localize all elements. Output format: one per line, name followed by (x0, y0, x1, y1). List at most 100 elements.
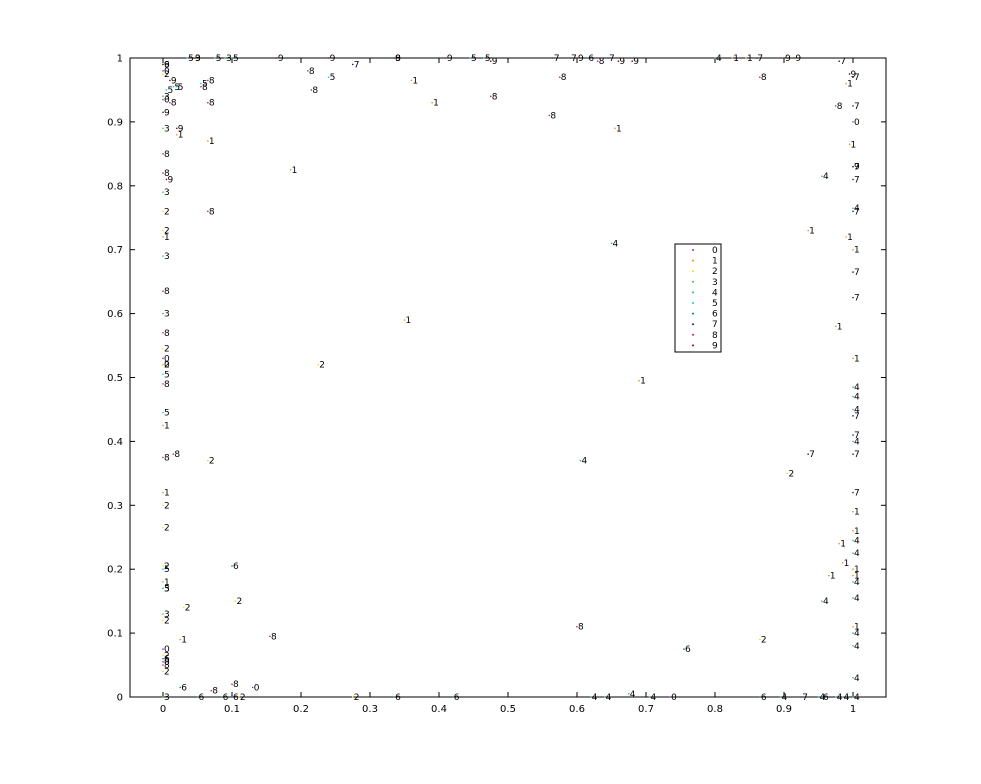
data-point-7 (852, 76, 854, 78)
data-point-label-6: 6 (233, 562, 239, 572)
data-point-5 (162, 587, 164, 590)
data-point-1 (807, 229, 809, 232)
data-point-4 (834, 696, 837, 698)
data-point-label-3: 3 (195, 54, 201, 64)
data-point-label-6: 6 (823, 693, 829, 703)
data-point-1 (834, 325, 837, 328)
data-point-label-0: 0 (164, 658, 170, 668)
data-point-label-5: 5 (330, 73, 336, 83)
data-point-label-8: 8 (164, 380, 170, 390)
data-point-label-8: 8 (209, 207, 215, 217)
data-point-label-8: 8 (271, 632, 277, 642)
data-point-label-4: 4 (630, 690, 636, 700)
data-point-label-4: 4 (844, 693, 850, 703)
data-point-label-4: 4 (854, 693, 860, 703)
data-point-9 (162, 111, 164, 114)
legend-marker-0 (692, 249, 694, 251)
legend-marker-2 (692, 270, 694, 273)
data-point-6 (231, 696, 233, 698)
data-point-label-9: 9 (167, 175, 173, 185)
data-point-label-9: 9 (178, 124, 184, 134)
data-point-label-8: 8 (209, 99, 215, 109)
data-point-label-8: 8 (164, 287, 170, 297)
data-point-label-1: 1 (164, 489, 170, 499)
data-point-2 (162, 73, 164, 75)
data-point-label-8: 8 (492, 92, 498, 102)
data-point-6 (452, 696, 454, 698)
data-point-label-0: 0 (164, 354, 170, 364)
data-point-label-6: 6 (761, 693, 767, 703)
data-point-label-9: 9 (330, 54, 336, 64)
x-tick-label: 1 (850, 704, 856, 715)
data-point-label-4: 4 (854, 578, 860, 588)
data-point-label-4: 4 (854, 536, 860, 546)
data-point-8 (207, 101, 209, 104)
data-point-8 (207, 79, 209, 82)
legend-box (674, 243, 722, 353)
y-tick-label: 0.6 (107, 309, 123, 320)
data-point-label-0: 0 (164, 645, 170, 655)
data-point-2 (234, 600, 237, 602)
data-point-1 (179, 638, 182, 641)
data-point-label-6: 6 (164, 60, 170, 70)
data-point-7 (852, 296, 854, 299)
data-point-4 (852, 645, 854, 647)
data-point-label-5: 5 (471, 54, 477, 64)
data-point-label-8: 8 (761, 73, 767, 83)
data-point-4 (852, 597, 854, 599)
data-point-label-4: 4 (854, 405, 860, 415)
data-point-label-5: 5 (164, 565, 170, 575)
data-point-label-1: 1 (847, 80, 853, 90)
data-point-6 (196, 696, 199, 698)
data-point-0 (852, 121, 854, 123)
data-point-label-4: 4 (606, 693, 612, 703)
data-point-9 (852, 165, 854, 168)
data-point-label-6: 6 (199, 693, 205, 703)
data-point-7 (807, 453, 809, 455)
x-axis: 0 0.1 0.2 0.3 0.4 0.5 0.6 0.7 0.8 0.9 1 (160, 58, 856, 715)
data-point-1 (289, 169, 292, 171)
data-point-label-7: 7 (854, 73, 860, 83)
data-point-7 (838, 60, 840, 62)
data-point-label-8: 8 (395, 54, 401, 64)
data-point-4 (779, 696, 782, 698)
data-point-7 (607, 57, 609, 59)
data-point-2 (351, 696, 354, 698)
data-point-label-9: 9 (164, 108, 170, 118)
data-point-1 (162, 236, 164, 238)
data-point-1 (207, 140, 209, 142)
x-tick-label: 0.8 (707, 704, 723, 715)
data-point-label-1: 1 (854, 527, 860, 537)
data-point-2 (786, 472, 789, 475)
legend-label: 7 (712, 320, 718, 330)
data-point-9 (445, 57, 447, 59)
data-point-8 (596, 60, 599, 62)
data-point-label-5: 5 (188, 54, 194, 64)
data-point-label-7: 7 (854, 175, 860, 185)
data-point-6 (220, 696, 223, 698)
data-point-label-7: 7 (809, 450, 815, 460)
legend-label: 5 (712, 299, 718, 309)
data-point-4 (590, 696, 592, 698)
data-point-label-1: 1 (854, 565, 860, 575)
data-point-label-0: 0 (164, 96, 170, 106)
data-point-label-1: 1 (433, 99, 439, 109)
y-tick-label: 0.1 (107, 629, 123, 640)
data-point-5 (162, 411, 164, 414)
data-point-label-6: 6 (588, 54, 594, 64)
data-point-label-7: 7 (554, 54, 560, 64)
data-point-5 (172, 85, 175, 88)
data-point-label-4: 4 (854, 437, 860, 447)
data-point-label-2: 2 (164, 207, 170, 217)
data-point-1 (852, 530, 854, 532)
data-point-7 (351, 63, 354, 66)
data-point-label-1: 1 (164, 233, 170, 243)
data-point-1 (176, 133, 178, 136)
data-point-2 (162, 504, 164, 507)
data-point-label-1: 1 (747, 54, 753, 64)
data-point-label-2: 2 (164, 616, 170, 626)
data-point-2 (759, 638, 761, 641)
data-point-8 (162, 664, 164, 666)
data-point-5 (176, 85, 178, 88)
